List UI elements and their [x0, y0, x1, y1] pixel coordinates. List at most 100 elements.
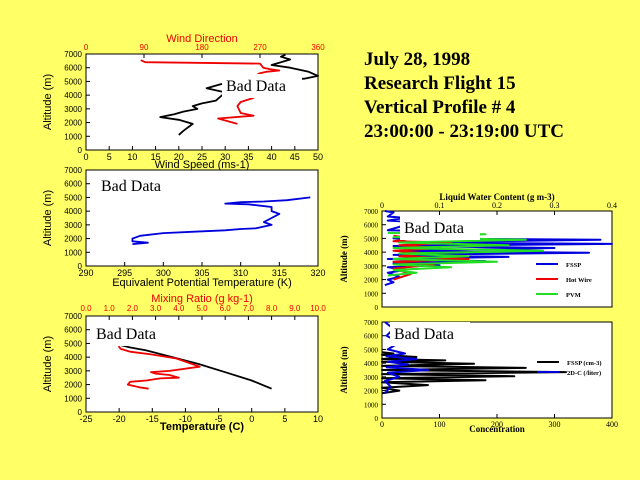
wind-x-tick-label: 40 [267, 152, 277, 162]
theta-e-y-tick-label: 0 [78, 262, 83, 271]
temp-mix-series-temperature [118, 343, 272, 390]
theta-e-y-tick-label: 5000 [64, 193, 82, 202]
theta-e-x-label: Equivalent Potential Temperature (K) [112, 277, 292, 289]
lwc-x-tick-label: 0.2 [492, 201, 502, 210]
wind-x-tick-label: 45 [290, 152, 300, 162]
temp-mix-top-tick-label: 4.0 [173, 304, 185, 313]
theta-e-x-tick-label: 300 [156, 268, 171, 278]
wind-y-tick-label: 0 [78, 146, 83, 155]
theta-e-x-tick-label: 305 [194, 268, 209, 278]
conc-y-tick-label: 7000 [364, 319, 379, 327]
wind-x-tick-label: 15 [151, 152, 161, 162]
theta-e-x-tick-label: 295 [117, 268, 132, 278]
temp-mix-top-tick-label: 2.0 [127, 304, 139, 313]
lwc-bad-data-label: Bad Data [404, 220, 464, 237]
conc-x-tick-label: 400 [606, 420, 618, 429]
wind-y-tick-label: 6000 [64, 64, 82, 73]
conc-bad-data-box [390, 322, 470, 346]
temp-mix-top-tick-label: 10.0 [310, 304, 326, 313]
temp-mix-top-tick-label: 7.0 [243, 304, 255, 313]
time-range: 23:00:00 - 23:19:00 UTC [364, 121, 565, 142]
theta-e-x-tick-label: 320 [310, 268, 325, 278]
temp-mix-top-tick-label: 8.0 [266, 304, 278, 313]
lwc-bad-data-box [400, 216, 480, 240]
temp-mix-top-tick-label: 6.0 [220, 304, 232, 313]
lwc-x-tick-label: 0.3 [550, 201, 560, 210]
conc-y-tick-label: 3000 [364, 374, 379, 382]
lwc-series-pvm [387, 231, 544, 277]
temp-mix-x-tick-label: -25 [79, 414, 92, 424]
temp-mix-x-tick-label: 10 [313, 414, 323, 424]
temp-mix-y-label: Altitude (m) [42, 336, 54, 392]
temp-mix-y-tick-label: 6000 [64, 326, 82, 335]
wind-y-tick-label: 1000 [64, 132, 82, 141]
wind-x-tick-label: 20 [174, 152, 184, 162]
temp-mix-x-tick-label: 0 [249, 414, 254, 424]
temp-mix-x-tick-label: -15 [146, 414, 159, 424]
temp-mix-x-tick-label: -20 [113, 414, 126, 424]
temp-mix-y-tick-label: 1000 [64, 394, 82, 403]
theta-e-y-tick-label: 4000 [64, 207, 82, 216]
temp-mix-top-tick-label: 1.0 [104, 304, 116, 313]
temp-mix-x-tick-label: -10 [179, 414, 192, 424]
theta-e-y-label: Altitude (m) [42, 190, 54, 246]
conc-x-tick-label: 300 [549, 420, 561, 429]
wind-title: Wind Direction [166, 33, 238, 45]
conc-y-tick-label: 4000 [364, 360, 379, 368]
wind-y-tick-label: 7000 [64, 50, 82, 59]
wind-top-tick-label: 90 [140, 43, 149, 52]
wind-x-label: Wind Speed (ms-1) [155, 159, 250, 171]
temp-mix-title: Mixing Ratio (g kg-1) [151, 293, 252, 305]
lwc-x-tick-label: 0 [380, 201, 384, 210]
theta-e-x-tick-label: 315 [272, 268, 287, 278]
temp-mix-series-mixing-ratio [117, 345, 201, 390]
temp-mix-x-tick-label: -5 [215, 414, 223, 424]
lwc-legend-label: Hot Wire [566, 277, 592, 284]
temp-mix-y-tick-label: 3000 [64, 367, 82, 376]
conc-legend-label: FSSP (cm-3) [567, 360, 601, 367]
theta-e-series-theta-e [131, 196, 311, 245]
theta-e-y-tick-label: 7000 [64, 166, 82, 175]
conc-x-tick-label: 200 [491, 420, 503, 429]
wind-top-tick-label: 270 [253, 43, 267, 52]
theta-e-bad-data-label: Bad Data [101, 178, 161, 195]
temp-mix-top-tick-label: 3.0 [150, 304, 162, 313]
wind-y-tick-label: 4000 [64, 91, 82, 100]
wind-x-tick-label: 5 [107, 152, 112, 162]
lwc-y-tick-label: 6000 [364, 222, 379, 230]
conc-y-tick-label: 0 [375, 415, 379, 423]
theta-e-x-tick-label: 290 [78, 268, 93, 278]
lwc-y-tick-label: 3000 [364, 263, 379, 271]
wind-x-tick-label: 0 [83, 152, 88, 162]
temp-mix-x-label: Temperature (C) [160, 421, 244, 433]
theta-e-y-tick-label: 6000 [64, 180, 82, 189]
wind-plot-area [85, 53, 319, 151]
temp-mix-y-tick-label: 2000 [64, 381, 82, 390]
wind-top-tick-label: 0 [84, 43, 89, 52]
flight-date: July 28, 1998 [364, 49, 471, 70]
conc-y-tick-label: 2000 [364, 388, 379, 396]
wind-x-tick-label: 10 [127, 152, 137, 162]
wind-bad-data-box [222, 74, 302, 98]
temp-mix-y-tick-label: 0 [78, 408, 83, 417]
conc-y-label: Altitude (m) [339, 346, 349, 393]
wind-top-tick-label: 360 [311, 43, 325, 52]
lwc-legend-label: FSSP [566, 262, 581, 269]
lwc-x-tick-label: 0.1 [435, 201, 445, 210]
lwc-y-tick-label: 7000 [364, 208, 379, 216]
lwc-legend-label: PVM [566, 292, 581, 299]
wind-y-label: Altitude (m) [42, 74, 54, 130]
lwc-x-tick-label: 0.4 [607, 201, 617, 210]
theta-e-y-tick-label: 3000 [64, 221, 82, 230]
flight-number: Research Flight 15 [364, 73, 516, 94]
lwc-y-tick-label: 2000 [364, 277, 379, 285]
temp-mix-bad-data-box [92, 322, 172, 346]
wind-top-tick-label: 180 [195, 43, 209, 52]
temp-mix-y-tick-label: 4000 [64, 353, 82, 362]
lwc-y-tick-label: 1000 [364, 290, 379, 298]
temp-mix-top-tick-label: 0.0 [80, 304, 92, 313]
conc-x-tick-label: 100 [434, 420, 446, 429]
conc-legend-label: 2D-C (/liter) [567, 370, 601, 377]
conc-y-tick-label: 1000 [364, 401, 379, 409]
